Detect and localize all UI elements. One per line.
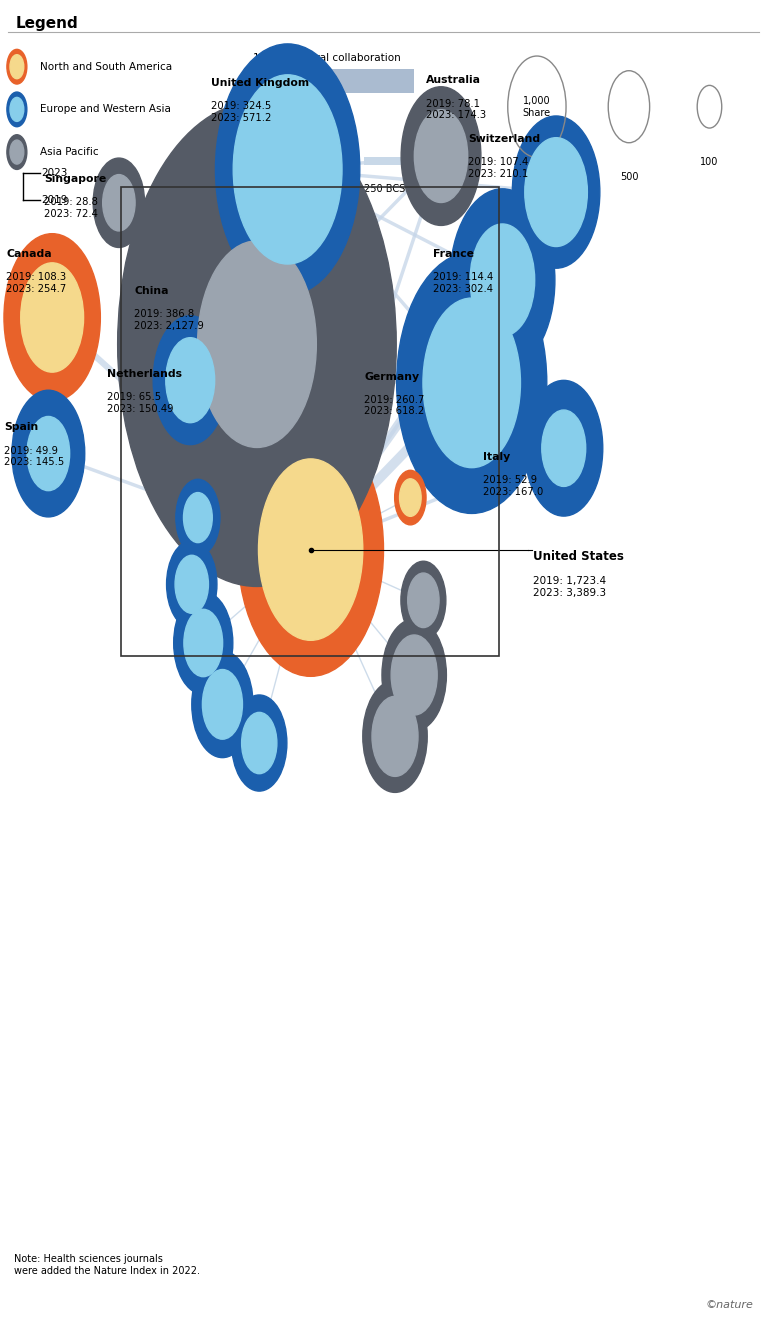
Circle shape [401, 562, 446, 639]
Text: Italy: Italy [483, 452, 511, 462]
Circle shape [512, 116, 600, 268]
Text: Netherlands: Netherlands [107, 370, 183, 379]
Circle shape [198, 241, 316, 447]
Text: 1,000
Share: 1,000 Share [523, 96, 551, 117]
Circle shape [400, 479, 421, 516]
Text: Canada: Canada [6, 249, 51, 259]
Text: 2019: 260.7
2023: 618.2: 2019: 260.7 2023: 618.2 [364, 395, 425, 416]
Text: Singapore: Singapore [44, 175, 107, 184]
Circle shape [363, 680, 427, 792]
Text: 2019: 107.4
2023: 210.1: 2019: 107.4 2023: 210.1 [468, 157, 528, 179]
Text: 2019: 65.5
2023: 150.49: 2019: 65.5 2023: 150.49 [107, 392, 174, 414]
Text: 500 BCS: 500 BCS [253, 184, 295, 193]
FancyBboxPatch shape [253, 157, 299, 165]
Circle shape [401, 87, 481, 225]
Text: North and South America: North and South America [40, 61, 172, 72]
Text: Switzerland: Switzerland [468, 135, 540, 144]
Circle shape [21, 263, 84, 372]
Circle shape [7, 92, 27, 127]
Text: Germany: Germany [364, 372, 420, 382]
Circle shape [525, 137, 588, 247]
Circle shape [372, 696, 418, 776]
Text: 2019: 49.9
2023: 145.5: 2019: 49.9 2023: 145.5 [4, 446, 64, 467]
Circle shape [542, 410, 586, 487]
Text: 100: 100 [700, 157, 719, 167]
Circle shape [12, 391, 84, 516]
Circle shape [10, 97, 24, 121]
Circle shape [117, 101, 397, 587]
Text: 2019: 108.3
2023: 254.7: 2019: 108.3 2023: 254.7 [6, 272, 67, 293]
FancyBboxPatch shape [308, 157, 354, 165]
Text: ©nature: ©nature [706, 1301, 753, 1310]
Circle shape [395, 471, 426, 524]
Circle shape [238, 423, 384, 676]
Circle shape [216, 44, 360, 295]
Text: 2019: 386.8
2023: 2,127.9: 2019: 386.8 2023: 2,127.9 [134, 309, 204, 331]
Text: United States: United States [533, 550, 624, 563]
Circle shape [423, 297, 521, 468]
Circle shape [176, 479, 220, 556]
Text: 2023: 2023 [41, 168, 67, 179]
Circle shape [232, 695, 287, 791]
Text: Europe and Western Asia: Europe and Western Asia [40, 104, 171, 115]
Circle shape [233, 75, 342, 264]
Circle shape [242, 712, 277, 774]
Circle shape [103, 175, 135, 231]
Text: Note: Health sciences journals
were added the Nature Index in 2022.: Note: Health sciences journals were adde… [14, 1254, 200, 1275]
Circle shape [391, 635, 437, 715]
Circle shape [382, 619, 446, 731]
Circle shape [258, 459, 363, 640]
Circle shape [450, 189, 555, 371]
Circle shape [94, 159, 144, 247]
Circle shape [10, 55, 24, 79]
Text: United Kingdom: United Kingdom [211, 79, 309, 88]
Text: Spain: Spain [4, 423, 38, 432]
Circle shape [183, 492, 212, 543]
Text: 1,500 bilateral collaboration: 1,500 bilateral collaboration [253, 53, 401, 63]
Text: 2019: 114.4
2023: 302.4: 2019: 114.4 2023: 302.4 [433, 272, 494, 293]
Circle shape [27, 416, 70, 491]
Circle shape [10, 140, 24, 164]
Text: France: France [433, 249, 474, 259]
Text: 2019: 1,723.4
2023: 3,389.3: 2019: 1,723.4 2023: 3,389.3 [533, 576, 606, 598]
FancyBboxPatch shape [253, 69, 414, 93]
Circle shape [408, 574, 439, 627]
Text: Australia: Australia [426, 76, 481, 85]
Circle shape [175, 555, 209, 614]
Circle shape [173, 591, 233, 695]
Text: China: China [134, 287, 169, 296]
Circle shape [192, 651, 253, 758]
Circle shape [166, 338, 215, 423]
Text: See detail image: See detail image [257, 200, 363, 213]
Text: 2019: 28.8
2023: 72.4: 2019: 28.8 2023: 72.4 [44, 197, 98, 219]
Circle shape [202, 670, 242, 739]
Circle shape [7, 135, 27, 169]
Circle shape [4, 233, 100, 402]
Text: 2019: 324.5
2023: 571.2: 2019: 324.5 2023: 571.2 [211, 101, 272, 123]
Circle shape [397, 252, 547, 514]
Circle shape [470, 224, 535, 336]
Text: score (BCS): score (BCS) [253, 83, 314, 92]
Text: 2019: 52.9
2023: 167.0: 2019: 52.9 2023: 167.0 [483, 475, 544, 496]
Text: Asia Pacific: Asia Pacific [40, 147, 98, 157]
Text: 250 BCS: 250 BCS [364, 184, 405, 193]
Text: 2019: 2019 [41, 195, 67, 205]
Text: 250 BCS: 250 BCS [308, 184, 350, 193]
Circle shape [166, 540, 217, 628]
Circle shape [525, 380, 603, 516]
FancyBboxPatch shape [364, 157, 410, 165]
Circle shape [153, 316, 227, 444]
Text: 2019: 78.1
2023: 174.3: 2019: 78.1 2023: 174.3 [426, 99, 486, 120]
Text: 500: 500 [620, 172, 638, 181]
Text: Legend: Legend [15, 16, 78, 31]
Circle shape [184, 610, 222, 676]
Circle shape [7, 49, 27, 84]
Circle shape [414, 109, 468, 203]
